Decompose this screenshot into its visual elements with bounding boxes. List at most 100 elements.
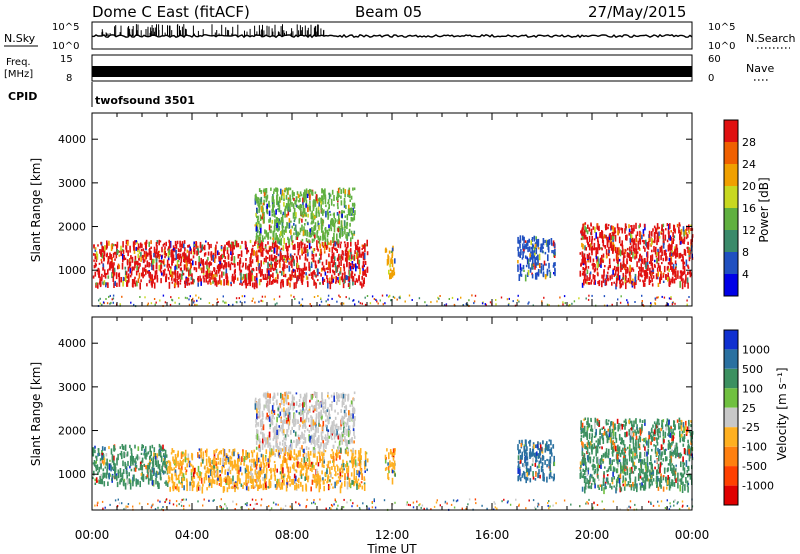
echo-cell: [187, 267, 189, 272]
echo-cell: [343, 411, 346, 418]
echo-cell: [265, 462, 268, 467]
echo-cell: [176, 240, 179, 245]
echo-cell: [275, 486, 278, 490]
echo-cell: [248, 471, 251, 474]
echo-cell: [272, 279, 274, 285]
echo-cell: [322, 406, 325, 414]
echo-cell: [354, 273, 356, 276]
echo-cell: [139, 242, 142, 247]
echo-cell: [632, 228, 634, 234]
echo-cell: [345, 464, 347, 468]
echo-cell: [686, 225, 688, 231]
echo-cell: [157, 254, 160, 257]
echo-cell: [108, 463, 111, 471]
echo-cell: [269, 398, 271, 404]
echo-cell: [632, 269, 635, 272]
echo-cell: [119, 479, 122, 482]
echo-cell: [280, 448, 282, 454]
echo-cell: [621, 267, 624, 270]
echo-cell: [313, 248, 316, 251]
echo-cell: [611, 303, 613, 306]
echo-cell: [269, 426, 271, 430]
echo-cell: [176, 279, 178, 285]
echo-cell: [607, 224, 610, 227]
echo-cell: [293, 462, 295, 470]
echo-cell: [289, 476, 291, 483]
echo-cell: [245, 473, 247, 476]
echo-cell: [336, 300, 338, 303]
echo-cell: [291, 455, 293, 459]
echo-cell: [284, 441, 286, 445]
echo-cell: [329, 466, 331, 473]
echo-cell: [293, 192, 295, 197]
echo-cell: [315, 474, 318, 478]
echo-cell: [227, 468, 230, 472]
echo-cell: [268, 255, 271, 262]
echo-cell: [300, 462, 303, 468]
echo-cell: [527, 259, 530, 265]
echo-cell: [344, 191, 346, 198]
echo-cell: [609, 242, 612, 249]
echo-cell: [331, 189, 334, 195]
echo-cell: [625, 275, 627, 279]
echo-cell: [134, 458, 136, 464]
echo-cell: [273, 460, 276, 464]
echo-cell: [218, 252, 220, 255]
echo-cell: [282, 475, 285, 479]
echo-cell: [612, 244, 615, 252]
echo-cell: [293, 473, 296, 479]
echo-cell: [151, 480, 154, 486]
echo-cell: [639, 258, 641, 262]
echo-cell: [219, 476, 221, 481]
echo-cell: [183, 258, 186, 263]
echo-cell: [241, 472, 243, 476]
echo-cell: [164, 481, 166, 484]
echo-cell: [207, 273, 209, 279]
echo-cell: [180, 469, 183, 474]
echo-cell: [660, 245, 663, 252]
echo-cell: [234, 263, 236, 268]
echo-cell: [682, 263, 685, 270]
echo-cell: [101, 446, 104, 451]
echo-cell: [130, 255, 132, 260]
echo-cell: [304, 422, 307, 429]
echo-cell: [352, 276, 354, 282]
echo-cell: [325, 267, 328, 270]
echo-cell: [250, 463, 253, 468]
echo-cell: [143, 250, 146, 257]
echo-cell: [283, 232, 285, 235]
echo-cell: [586, 269, 589, 275]
echo-cell: [660, 232, 663, 235]
echo-cell: [258, 220, 260, 225]
echo-cell: [100, 478, 102, 485]
echo-cell: [126, 478, 129, 486]
echo-cell: [160, 264, 163, 269]
echo-cell: [192, 472, 195, 478]
echo-cell: [310, 426, 312, 430]
echo-cell: [603, 245, 605, 248]
echo-cell: [270, 225, 272, 229]
echo-cell: [682, 278, 684, 283]
echo-cell: [109, 302, 111, 305]
echo-cell: [308, 460, 311, 467]
echo-cell: [550, 238, 553, 245]
echo-cell: [583, 229, 586, 236]
echo-cell: [153, 447, 156, 453]
echo-cell: [312, 248, 315, 253]
echo-cell: [226, 242, 228, 245]
echo-cell: [145, 268, 147, 275]
echo-cell: [314, 474, 316, 482]
echo-cell: [259, 236, 261, 243]
echo-cell: [627, 303, 629, 306]
echo-cell: [348, 482, 351, 487]
echo-cell: [136, 247, 139, 250]
echo-cell: [346, 257, 348, 262]
echo-cell: [345, 234, 347, 238]
echo-cell: [95, 456, 98, 461]
echo-cell: [185, 471, 187, 476]
echo-cell: [308, 457, 311, 463]
echo-cell: [225, 458, 227, 465]
echo-cell: [329, 403, 331, 408]
echo-cell: [595, 256, 598, 260]
echo-cell: [667, 272, 669, 280]
